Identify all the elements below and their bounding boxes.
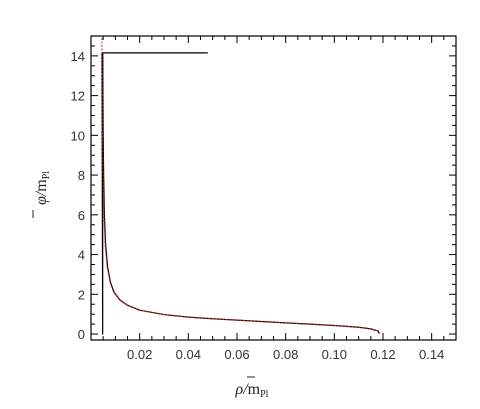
plot-frame [90,35,457,341]
svg-text:φ/mPl: φ/mPl [33,171,52,205]
x-tick-label: 0.12 [370,347,395,362]
y-tick-label: 12 [71,89,85,104]
x-label-symbol: ρ [235,381,244,398]
x-tick-label: 0.10 [322,347,347,362]
x-tick-label: 0.14 [419,347,444,362]
x-label-unit-sub: Pl [260,389,269,400]
svg-text:ρ/mPl: ρ/mPl [235,381,269,400]
y-tick-label: 14 [71,49,85,64]
x-label-unit: m [248,381,261,398]
y-tick-label: 2 [78,287,85,302]
labels-layer: 0.02 0.04 0.06 0.08 0.10 0.12 0.14 0 2 4 6 8 10 12 14 [71,49,445,362]
series-line-3 [101,37,380,334]
y-tick-label: 6 [78,208,85,223]
series-line-2 [102,52,380,334]
series-line-1 [101,52,208,335]
y-axis-label: φ/mPl [32,171,52,218]
x-tick-label: 0.02 [127,347,152,362]
x-axis-label: ρ/mPl [235,376,269,400]
x-label-slash: / [242,381,249,398]
y-label-unit: m [33,179,50,192]
y-tick-label: 8 [78,168,85,183]
series-layer [101,37,380,335]
y-tick-label: 0 [78,327,85,342]
y-label-unit-sub: Pl [41,171,52,180]
x-tick-label: 0.04 [176,347,201,362]
y-label-slash: / [33,190,50,197]
x-tick-label: 0.06 [224,347,249,362]
ticks-layer [91,35,456,340]
y-tick-label: 4 [78,248,85,263]
y-label-symbol: φ [33,196,50,205]
x-tick-label: 0.08 [273,347,298,362]
y-tick-label: 10 [71,128,85,143]
